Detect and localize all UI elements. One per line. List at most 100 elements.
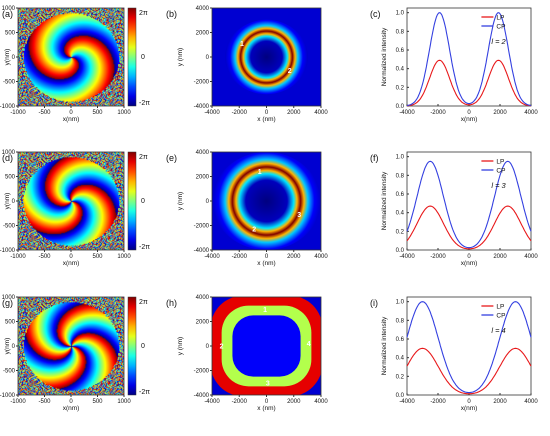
x-tick-label: -4000	[204, 110, 220, 116]
x-tick-label: 2000	[287, 254, 301, 260]
x-axis-label: x (nm)	[257, 260, 275, 267]
legend-label: CP	[496, 313, 505, 320]
y-tick-label: -1000	[0, 393, 16, 399]
intensity-map	[212, 8, 321, 106]
y-tick-label: -2000	[194, 80, 210, 86]
y-tick-label: 1.0	[396, 300, 405, 306]
ring-marker-label: 1	[240, 41, 244, 48]
panel-label: (a)	[2, 9, 13, 19]
x-tick-label: 4000	[524, 399, 538, 405]
y-tick-label: -4000	[194, 393, 210, 399]
colorbar-min-label: -2π	[139, 100, 150, 107]
x-tick-label: 1000	[117, 399, 131, 405]
x-tick-label: 500	[92, 110, 103, 116]
y-tick-label: 0.0	[396, 104, 405, 110]
phase-panel: (g) -1000 -500 0 500 1000 1000 500 0 -500 -1000 x(n…	[0, 295, 150, 412]
panel-label: (i)	[370, 298, 378, 308]
profile-panel: (i) -4000 -2000 0 2000 4000 0.0 0.2 0.4 0.6 0.8 1.0…	[370, 296, 538, 412]
y-tick-label: -1000	[0, 104, 16, 110]
colorbar-min-label: -2π	[139, 389, 150, 396]
y-tick-label: 0.2	[396, 85, 405, 91]
x-tick-label: 0	[265, 110, 269, 116]
y-tick-label: -500	[3, 80, 16, 86]
y-tick-label: 0	[206, 344, 210, 350]
y-tick-label: 2000	[196, 31, 210, 37]
x-tick-label: -500	[38, 399, 51, 405]
x-tick-label: 4000	[314, 110, 328, 116]
legend-label: CP	[496, 24, 505, 31]
y-tick-label: 0.2	[396, 374, 405, 380]
x-axis-label: x(nm)	[63, 405, 80, 412]
x-axis-label: x (nm)	[257, 405, 275, 412]
y-tick-label: 0	[12, 55, 16, 61]
series-line-cp	[406, 160, 532, 249]
legend-label: LP	[496, 159, 504, 166]
y-tick-label: 0.4	[396, 67, 405, 73]
x-tick-label: 2000	[287, 399, 301, 405]
y-tick-label: 0	[12, 199, 16, 205]
y-tick-label: -4000	[194, 248, 210, 254]
y-axis-label: y(nm)	[4, 338, 11, 355]
colorbar-mid-label: 0	[141, 343, 145, 350]
panel-label: (f)	[370, 153, 379, 163]
intensity-panel: (e) 1 2 3 -4000 -2000 0 2000 4000 4000 2000 0 -2000 -…	[166, 150, 328, 267]
x-axis-label: x(nm)	[63, 260, 80, 267]
x-tick-label: 2000	[493, 399, 507, 405]
x-tick-label: 0	[69, 399, 73, 405]
y-axis-label: Normalized intensity	[381, 316, 388, 375]
x-tick-label: -4000	[204, 254, 220, 260]
intensity-panel: (b) 1 2 -4000 -2000 0 2000 4000 4000 2000 0 -2000 -4…	[166, 6, 328, 123]
profile-panel: (f) -4000 -2000 0 2000 4000 0.0 0.2 0.4 0.6 0.8 1.0…	[370, 151, 538, 267]
ring-marker-label: 1	[258, 169, 262, 176]
plot-frame	[406, 7, 532, 107]
x-axis-label: x(nm)	[461, 260, 478, 267]
y-tick-label: 0.8	[396, 318, 405, 324]
phase-map	[18, 297, 124, 395]
x-tick-label: 500	[92, 254, 103, 260]
y-tick-label: 0.0	[396, 248, 405, 254]
figure-row-1: (a)-1000 -500 0 500 100010005000-500-1000x(n…	[0, 6, 538, 123]
phase-panel: (d) -1000 -500 0 500 1000 1000 500 0 -500 -1000 x(n…	[0, 150, 150, 267]
x-tick-label: -4000	[399, 399, 415, 405]
y-tick-label: 1.0	[396, 11, 405, 17]
y-tick-label: 4000	[196, 295, 210, 301]
y-tick-label: 0.4	[396, 356, 405, 362]
x-tick-label: 4000	[524, 110, 538, 116]
colorbar-max-label: 2π	[139, 299, 148, 306]
y-tick-label: 0.6	[396, 192, 405, 198]
panel-label: (c)	[370, 9, 381, 19]
x-tick-label: 4000	[314, 399, 328, 405]
colorbar-min-label: -2π	[139, 244, 150, 251]
series-line-lp	[406, 347, 532, 395]
y-tick-label: 0.6	[396, 337, 405, 343]
ring-marker-label: 1	[263, 307, 267, 314]
plot-frame	[406, 296, 532, 396]
y-axis-label: y (nm)	[177, 337, 184, 355]
y-axis-label: Normalized intensity	[381, 171, 388, 230]
y-tick-label: 0.8	[396, 29, 405, 35]
y-tick-label: -1000	[0, 248, 16, 254]
colorbar-max-label: 2π	[139, 154, 148, 161]
y-tick-label: -4000	[194, 104, 210, 110]
legend-label: CP	[496, 168, 505, 175]
y-tick-label: 1.0	[396, 155, 405, 161]
x-tick-label: -1000	[10, 110, 26, 116]
x-tick-label: 4000	[524, 254, 538, 260]
x-tick-label: 2000	[493, 254, 507, 260]
panel-label: (d)	[2, 153, 13, 163]
charge-annotation: l = 2	[491, 37, 506, 46]
y-tick-label: 0.0	[396, 393, 405, 399]
figure-row-2: (d)-1000 -500 0 500 100010005000-500-1000x(n…	[0, 150, 538, 267]
legend-label: LP	[496, 15, 504, 22]
charge-annotation: l = 4	[491, 326, 505, 335]
colorbar	[127, 296, 137, 396]
x-tick-label: 1000	[117, 110, 131, 116]
intensity-ring-core	[232, 315, 301, 377]
x-tick-label: -4000	[204, 399, 220, 405]
y-tick-label: 500	[5, 320, 16, 326]
x-tick-label: 2000	[287, 110, 301, 116]
colorbar-max-label: 2π	[139, 10, 148, 17]
series-line-cp	[406, 12, 532, 107]
x-tick-label: -500	[38, 110, 51, 116]
y-tick-label: 2000	[196, 320, 210, 326]
